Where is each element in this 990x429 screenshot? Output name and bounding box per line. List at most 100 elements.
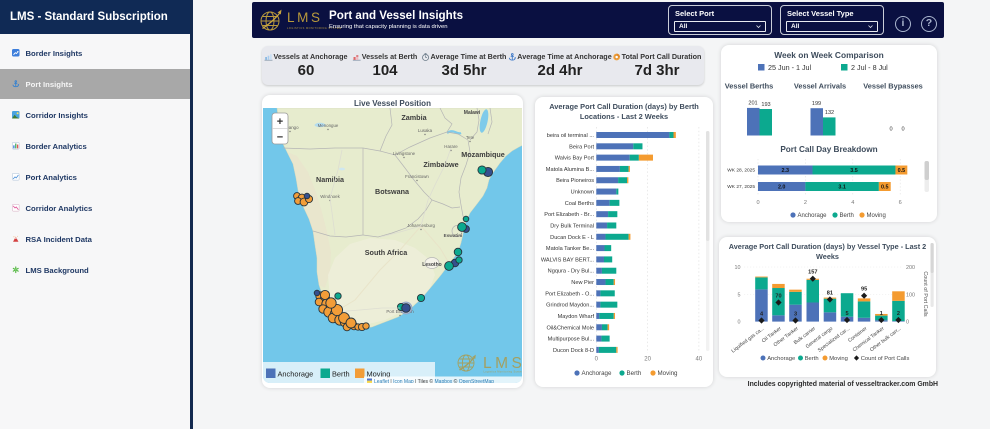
svg-text:Lubango: Lubango	[281, 125, 299, 130]
svg-text:Harare: Harare	[444, 144, 458, 149]
svg-text:0: 0	[756, 200, 759, 206]
svg-text:Zimbabwe: Zimbabwe	[423, 160, 458, 169]
svg-text:Anchorage: Anchorage	[767, 356, 795, 362]
svg-text:Dry Bulk Terminal: Dry Bulk Terminal	[550, 224, 594, 230]
svg-text:+: +	[277, 116, 283, 128]
svg-text:Port Call Day Breakdown: Port Call Day Breakdown	[780, 145, 877, 154]
svg-text:Berth: Berth	[805, 356, 819, 362]
svg-text:Leaflet | Icon Map | Tiles © M: Leaflet | Icon Map | Tiles © Mapbox © Op…	[374, 378, 494, 383]
svg-text:WK 28, 2025: WK 28, 2025	[727, 168, 755, 174]
svg-text:95: 95	[861, 287, 867, 293]
svg-text:193: 193	[761, 102, 770, 108]
svg-text:New Pier: New Pier	[571, 280, 594, 286]
svg-text:5: 5	[738, 292, 741, 298]
svg-text:Port Elizabeth - O...: Port Elizabeth - O...	[545, 291, 594, 297]
svg-text:0: 0	[595, 357, 599, 363]
svg-text:Anchorage: Anchorage	[278, 370, 314, 379]
svg-text:Vessel Arrivals: Vessel Arrivals	[794, 82, 846, 91]
svg-text:Oil&Chemical Mole: Oil&Chemical Mole	[546, 325, 594, 331]
svg-text:1: 1	[880, 311, 883, 317]
svg-text:Ducan Dock E - L: Ducan Dock E - L	[550, 235, 594, 241]
svg-text:6: 6	[899, 200, 902, 206]
svg-text:Moving: Moving	[367, 370, 391, 379]
svg-text:Matola Tanker Be...: Matola Tanker Be...	[546, 246, 595, 252]
svg-text:199: 199	[812, 101, 821, 107]
svg-text:Livingstone: Livingstone	[393, 151, 416, 156]
svg-text:Malawi: Malawi	[464, 110, 481, 116]
svg-text:Count of Port Calls: Count of Port Calls	[922, 271, 928, 317]
svg-text:4: 4	[851, 200, 854, 206]
svg-text:Francistown: Francistown	[405, 174, 429, 179]
svg-text:Coal Berths: Coal Berths	[565, 201, 594, 207]
svg-text:South Africa: South Africa	[365, 248, 408, 257]
svg-text:10: 10	[735, 265, 741, 271]
svg-text:200: 200	[906, 265, 915, 271]
svg-text:LMS: LMS	[483, 355, 522, 372]
svg-text:0: 0	[889, 127, 892, 133]
svg-text:Beira Pioneiros: Beira Pioneiros	[556, 178, 594, 184]
svg-text:Ducon Dock 8-D: Ducon Dock 8-D	[553, 348, 594, 354]
svg-text:70: 70	[775, 294, 781, 300]
svg-text:157: 157	[808, 270, 817, 276]
svg-text:4: 4	[760, 312, 764, 318]
svg-text:Moving: Moving	[867, 213, 886, 219]
svg-text:2.3: 2.3	[782, 168, 790, 174]
svg-text:3: 3	[794, 312, 797, 318]
svg-text:40: 40	[696, 357, 703, 363]
svg-text:Moving: Moving	[829, 356, 848, 362]
svg-text:0: 0	[901, 127, 904, 133]
svg-text:0: 0	[738, 320, 741, 326]
svg-text:3.1: 3.1	[838, 184, 846, 190]
svg-text:Ngqura - Dry Bul...: Ngqura - Dry Bul...	[548, 269, 595, 275]
svg-text:100: 100	[906, 292, 915, 298]
svg-text:81: 81	[827, 291, 833, 297]
svg-text:Tete: Tete	[466, 135, 475, 140]
svg-text:Botswana: Botswana	[375, 187, 410, 196]
svg-text:Berth: Berth	[840, 213, 854, 219]
svg-text:0.5: 0.5	[881, 184, 889, 190]
svg-text:Walvis Bay Port: Walvis Bay Port	[555, 156, 595, 162]
svg-text:Mozambique: Mozambique	[461, 150, 505, 159]
svg-text:20: 20	[644, 357, 651, 363]
svg-text:0.5: 0.5	[898, 168, 906, 174]
svg-text:2.0: 2.0	[778, 184, 786, 190]
svg-text:Maydon Wharf: Maydon Wharf	[558, 314, 595, 320]
svg-text:Lusaka: Lusaka	[418, 128, 433, 133]
svg-text:Anchorage: Anchorage	[582, 370, 612, 377]
svg-text:Multipurpose Bul...: Multipurpose Bul...	[548, 337, 595, 343]
svg-text:Specialized car...: Specialized car...	[817, 326, 851, 354]
svg-text:Berth: Berth	[332, 370, 350, 379]
svg-text:Namibia: Namibia	[316, 175, 345, 184]
svg-text:0: 0	[906, 320, 909, 326]
svg-text:Vessel Berths: Vessel Berths	[725, 82, 773, 91]
svg-text:25 Jun - 1 Jul: 25 Jun - 1 Jul	[768, 63, 812, 72]
svg-text:3.5: 3.5	[850, 168, 858, 174]
svg-text:WALVIS BAY BERT...: WALVIS BAY BERT...	[541, 257, 595, 263]
svg-text:beira oil terminal ...: beira oil terminal ...	[547, 133, 595, 139]
svg-text:Port Elizabeth - Br...: Port Elizabeth - Br...	[544, 212, 594, 218]
svg-text:Moving: Moving	[658, 370, 679, 377]
svg-text:Matola Alumina B...: Matola Alumina B...	[546, 167, 595, 173]
svg-text:2 Jul - 8 Jul: 2 Jul - 8 Jul	[851, 63, 888, 72]
svg-text:Zambia: Zambia	[401, 113, 427, 122]
svg-text:Anchorage: Anchorage	[798, 213, 828, 219]
svg-text:Lesotho: Lesotho	[422, 262, 441, 268]
svg-text:Vessel Bypasses: Vessel Bypasses	[863, 82, 923, 91]
svg-text:Menongue: Menongue	[318, 123, 339, 128]
svg-text:Eswatini: Eswatini	[444, 233, 463, 238]
svg-text:132: 132	[825, 110, 834, 116]
svg-text:5: 5	[845, 311, 848, 317]
svg-text:Berth: Berth	[627, 370, 642, 377]
svg-text:2: 2	[804, 200, 807, 206]
svg-text:201: 201	[748, 101, 757, 107]
svg-text:Grindrod Maydon...: Grindrod Maydon...	[546, 303, 594, 309]
svg-text:WK 27, 2025: WK 27, 2025	[727, 184, 755, 190]
svg-text:Beira Port: Beira Port	[569, 144, 594, 150]
svg-text:Unknown: Unknown	[571, 190, 594, 196]
svg-text:Port Elizabeth: Port Elizabeth	[386, 309, 414, 314]
svg-text:2: 2	[897, 311, 900, 317]
svg-text:Count of Port Calls: Count of Port Calls	[861, 356, 910, 362]
svg-text:Other bulk carr...: Other bulk carr...	[869, 326, 903, 353]
svg-text:−: −	[277, 132, 283, 144]
svg-text:Logistics Monitoring System: Logistics Monitoring System	[484, 370, 523, 374]
